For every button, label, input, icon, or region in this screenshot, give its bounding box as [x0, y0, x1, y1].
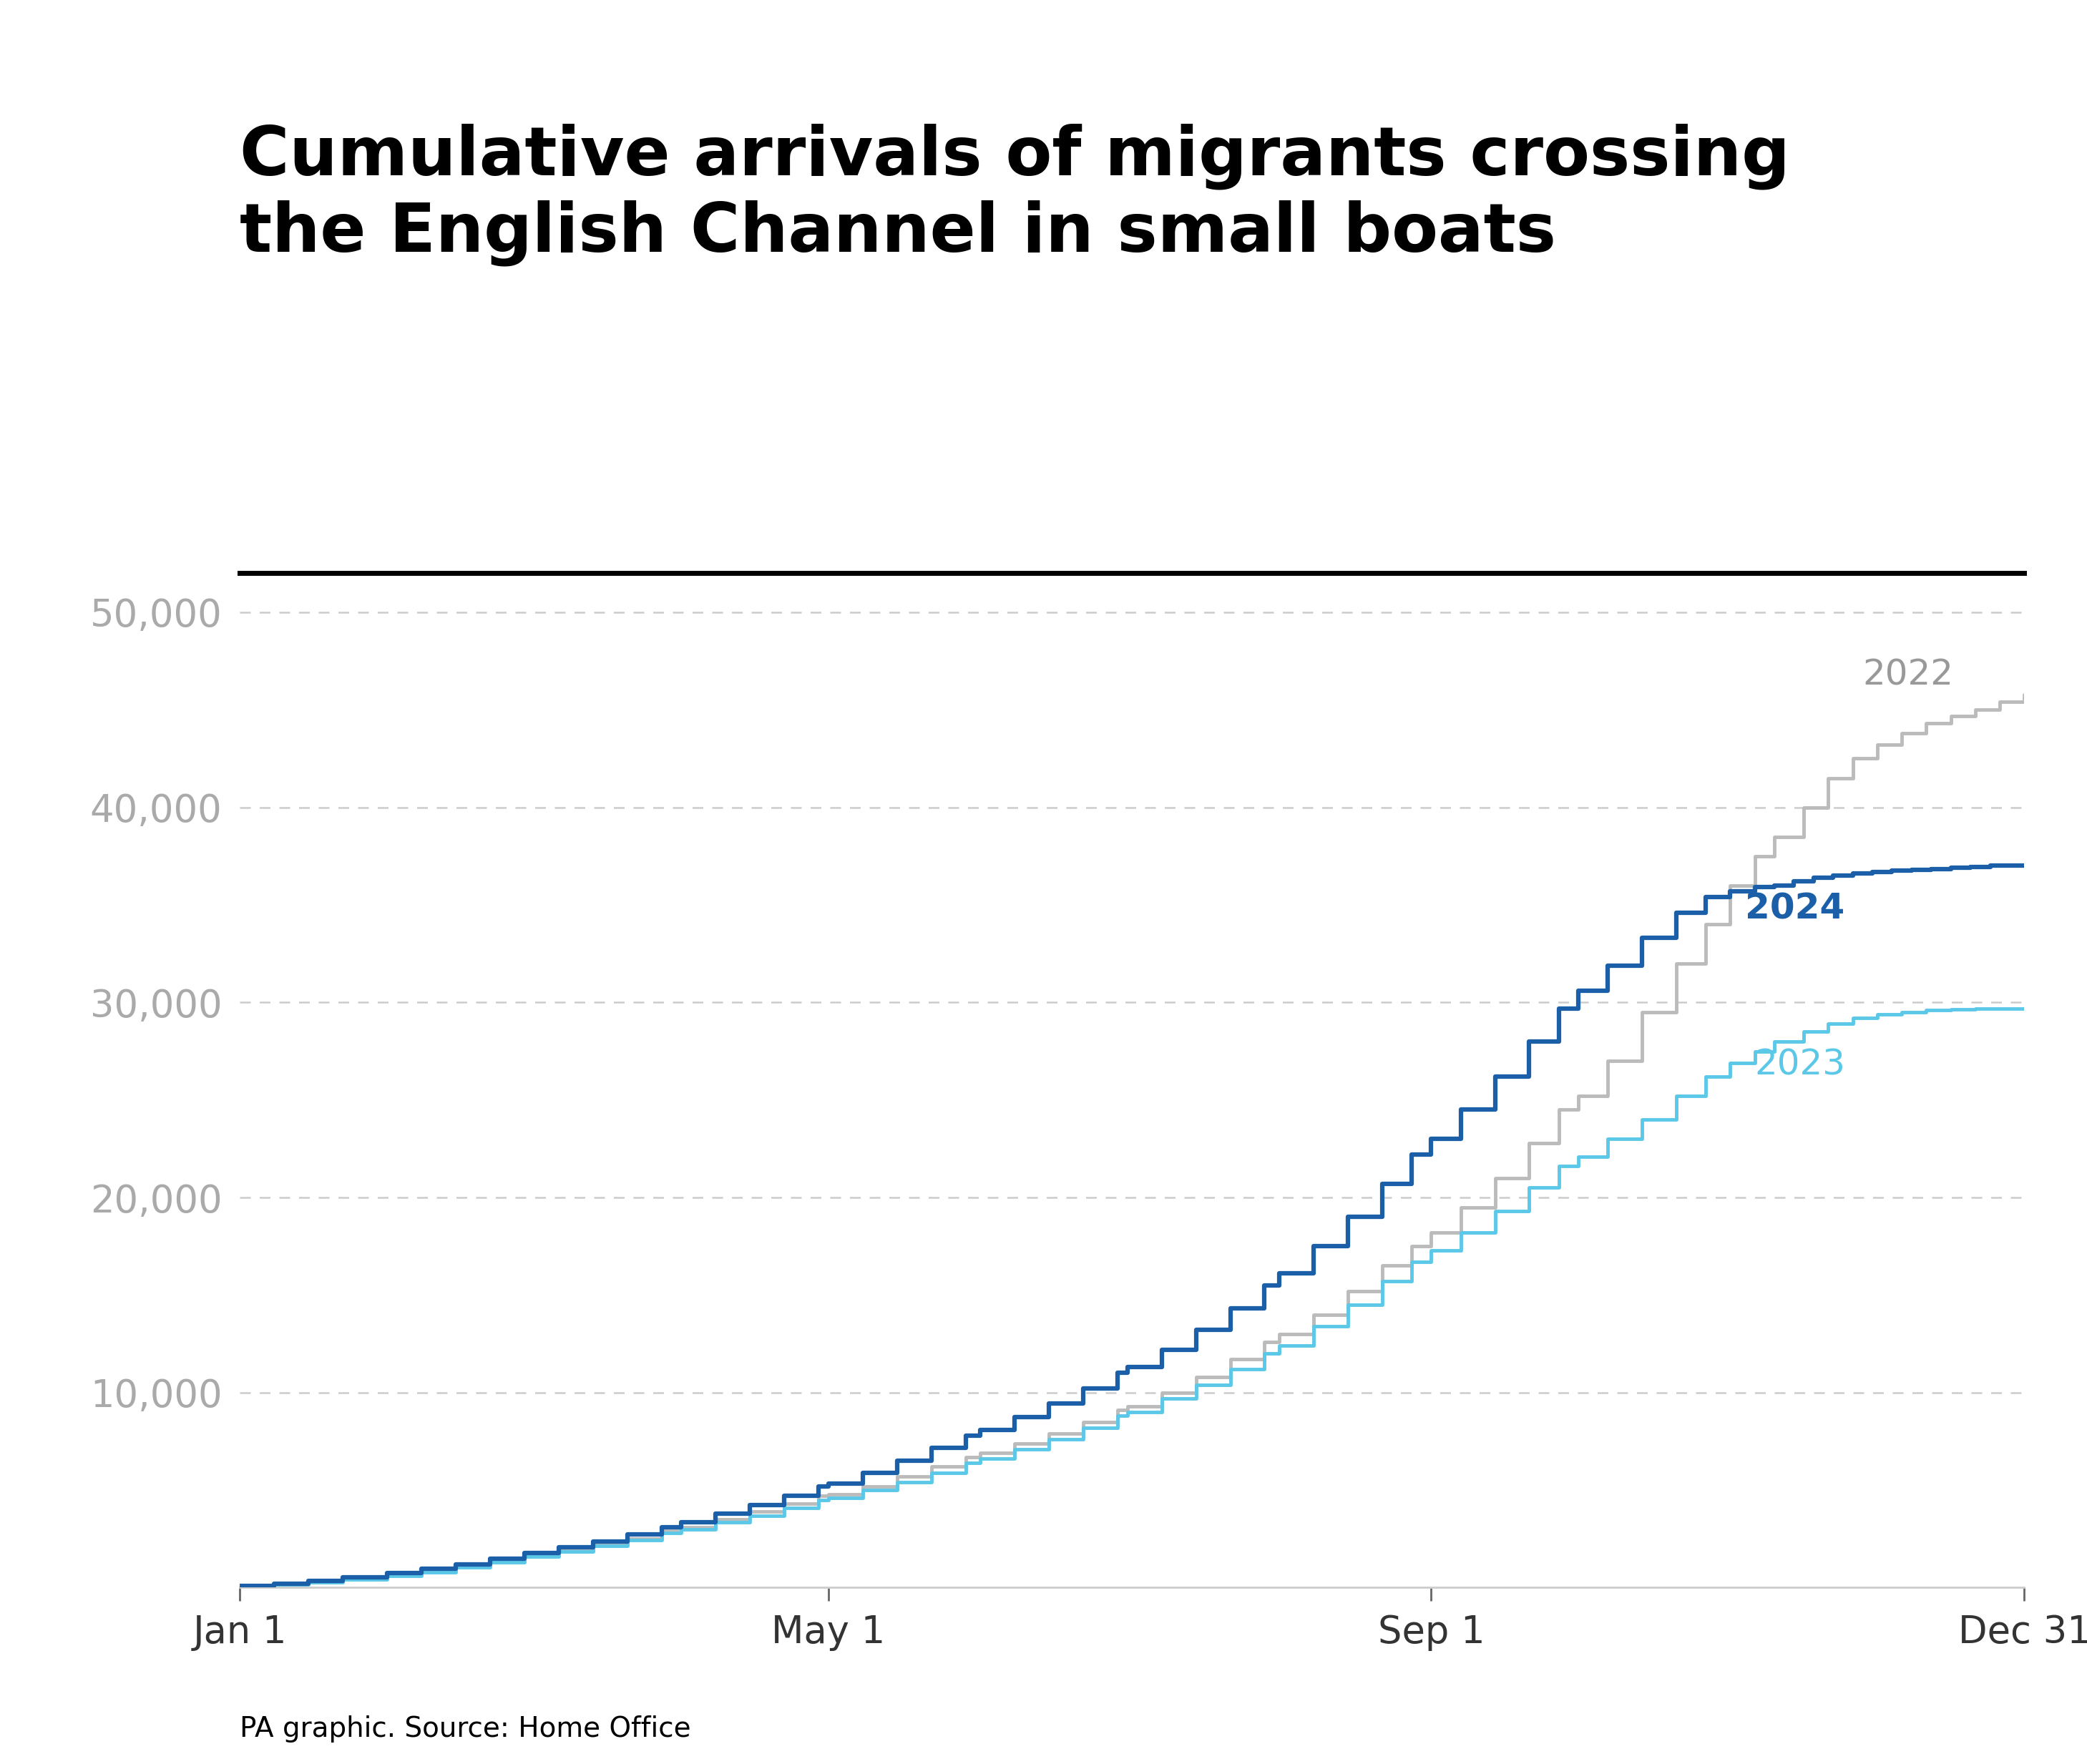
Text: 2023: 2023	[1755, 1048, 1845, 1081]
Text: 2022: 2022	[1862, 658, 1953, 691]
Text: 2024: 2024	[1745, 891, 1845, 926]
Text: PA graphic. Source: Home Office: PA graphic. Source: Home Office	[240, 1716, 691, 1743]
Text: Cumulative arrivals of migrants crossing
the English Channel in small boats: Cumulative arrivals of migrants crossing…	[240, 123, 1791, 266]
